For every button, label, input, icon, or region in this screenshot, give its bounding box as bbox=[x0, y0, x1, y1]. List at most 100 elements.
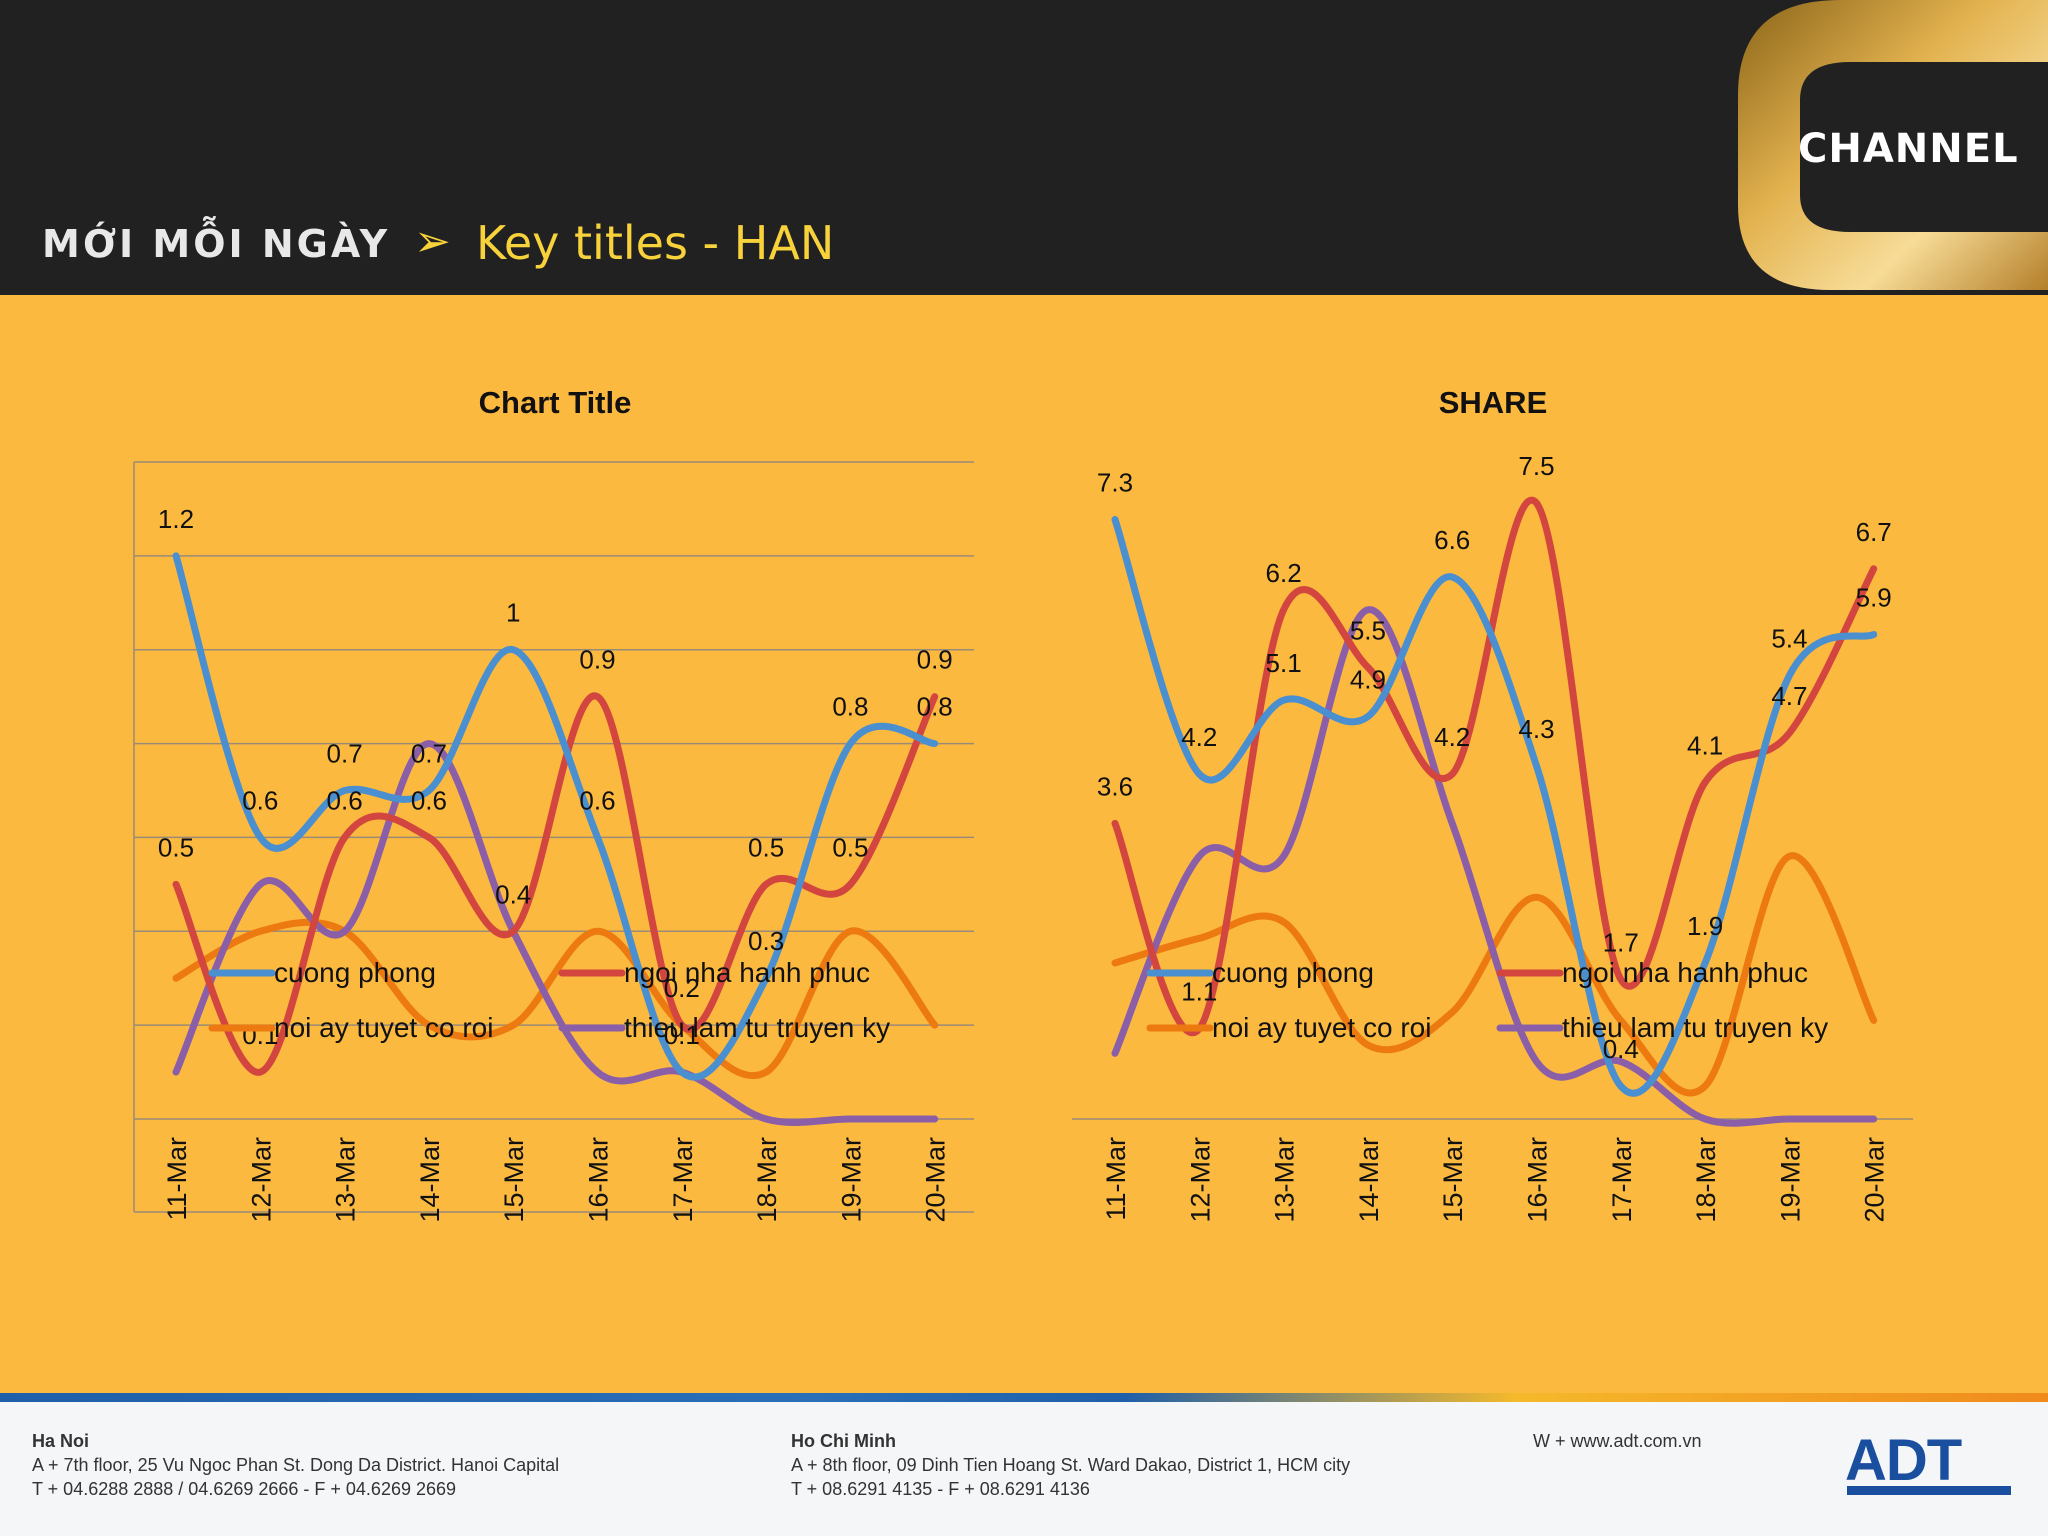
header-bar bbox=[0, 0, 2048, 295]
data-label: 0.5 bbox=[832, 832, 868, 862]
x-tick-label: 11-Mar bbox=[162, 1137, 192, 1221]
adt-logo-bar bbox=[1847, 1486, 2011, 1495]
chart-title: Chart Title bbox=[479, 385, 632, 420]
data-label: 1.9 bbox=[1687, 911, 1723, 941]
data-label: 0.8 bbox=[917, 692, 953, 722]
x-tick-label: 18-Mar bbox=[752, 1137, 782, 1223]
data-label: 5.9 bbox=[1856, 582, 1892, 612]
x-tick-label: 17-Mar bbox=[1607, 1137, 1637, 1223]
x-tick-label: 16-Mar bbox=[1523, 1137, 1553, 1223]
data-label: 5.4 bbox=[1771, 624, 1807, 654]
channel-logo: CHANNEL bbox=[1738, 0, 2048, 290]
x-tick-label: 19-Mar bbox=[1775, 1137, 1805, 1223]
series-line-cuong-phong bbox=[1111, 515, 1878, 1097]
page-title: Key titles - HAN bbox=[476, 216, 835, 270]
x-tick-label: 14-Mar bbox=[415, 1137, 445, 1223]
data-label: 1 bbox=[506, 598, 520, 628]
arrow-bullet-icon: ➢ bbox=[414, 216, 451, 267]
data-label: 6.6 bbox=[1434, 525, 1470, 555]
data-label: 7.3 bbox=[1097, 467, 1133, 497]
data-label: 0.7 bbox=[327, 739, 363, 769]
series-line-cuong-phong bbox=[172, 552, 939, 1081]
x-tick-label: 20-Mar bbox=[921, 1137, 951, 1223]
data-label: 0.6 bbox=[327, 785, 363, 815]
data-label: 1.7 bbox=[1603, 927, 1639, 957]
series-line-thieu-lam-tu-truyen-ky bbox=[172, 740, 939, 1126]
footer-hanoi-address: A + 7th floor, 25 Vu Ngoc Phan St. Dong … bbox=[32, 1455, 560, 1475]
data-label: 5.1 bbox=[1266, 648, 1302, 678]
footer-hanoi-phone: T + 04.6288 2888 / 04.6269 2666 - F + 04… bbox=[32, 1479, 457, 1499]
x-tick-label: 12-Mar bbox=[246, 1137, 276, 1223]
data-label: 7.5 bbox=[1518, 451, 1554, 481]
footer-hcm-address: A + 8th floor, 09 Dinh Tien Hoang St. Wa… bbox=[791, 1455, 1351, 1475]
footer-hanoi: Ha Noi A + 7th floor, 25 Vu Ngoc Phan St… bbox=[32, 1429, 559, 1501]
channel-c-shape bbox=[1738, 0, 2048, 290]
data-label: 4.9 bbox=[1350, 665, 1386, 695]
series-line-thieu-lam-tu-truyen-ky bbox=[1111, 606, 1878, 1127]
channel-logo-text: CHANNEL bbox=[1798, 126, 2019, 172]
charts-area: Chart Title 11-Mar 12-Mar 13-Mar 14-Mar 15-Ma… bbox=[133, 385, 1913, 1223]
footer-stripe bbox=[0, 1393, 2048, 1402]
footer bbox=[0, 1393, 2048, 1536]
x-tick-label: 11-Mar bbox=[1101, 1137, 1131, 1221]
x-tick-label: 20-Mar bbox=[1860, 1137, 1890, 1223]
x-tick-label: 17-Mar bbox=[668, 1137, 698, 1223]
data-label: 0.8 bbox=[832, 692, 868, 722]
footer-website-link[interactable]: W + www.adt.com.vn bbox=[1533, 1431, 1702, 1451]
data-label: 3.6 bbox=[1097, 771, 1133, 801]
legend-label: noi ay tuyet co roi bbox=[1212, 1012, 1431, 1043]
x-tick-label: 14-Mar bbox=[1354, 1137, 1384, 1223]
adt-logo: ADT bbox=[1845, 1428, 2011, 1495]
legend-label: thieu lam tu truyen ky bbox=[624, 1012, 890, 1043]
data-label: 6.2 bbox=[1266, 558, 1302, 588]
data-label: 1.2 bbox=[158, 504, 194, 534]
series-line-ngoi-nha-hanh-phuc bbox=[172, 692, 939, 1076]
data-label: 6.7 bbox=[1856, 517, 1892, 547]
data-label: 0.3 bbox=[748, 926, 784, 956]
data-label: 0.5 bbox=[748, 832, 784, 862]
data-label: 5.5 bbox=[1350, 615, 1386, 645]
data-label: 4.2 bbox=[1434, 722, 1470, 752]
x-tick-label: 13-Mar bbox=[1270, 1137, 1300, 1223]
x-tick-label: 19-Mar bbox=[836, 1137, 866, 1223]
data-label: 4.7 bbox=[1771, 681, 1807, 711]
data-label: 0.2 bbox=[664, 973, 700, 1003]
data-label: 0.9 bbox=[917, 645, 953, 675]
x-tick-label: 15-Mar bbox=[1438, 1137, 1468, 1223]
data-label: 0.4 bbox=[1603, 1034, 1639, 1064]
footer-hcm-city: Ho Chi Minh bbox=[791, 1431, 896, 1451]
data-label: 0.6 bbox=[411, 785, 447, 815]
chart-1: Chart Title 11-Mar 12-Mar 13-Mar 14-Mar 15-Ma… bbox=[133, 385, 974, 1223]
data-label: 0.1 bbox=[664, 1020, 700, 1050]
data-label: 0.9 bbox=[579, 645, 615, 675]
x-tick-label: 12-Mar bbox=[1185, 1137, 1215, 1223]
data-label: 4.2 bbox=[1181, 722, 1217, 752]
data-label: 0.6 bbox=[242, 785, 278, 815]
adt-logo-text: ADT bbox=[1845, 1428, 1962, 1493]
x-tick-label: 13-Mar bbox=[331, 1137, 361, 1223]
brand-logo-text: MỚI MỖI NGÀY bbox=[42, 222, 391, 266]
chart-2: SHARE 11-Mar 12-Mar 13-Mar 14-Mar 15-Mar 16-Ma… bbox=[1072, 385, 1913, 1223]
data-label: 4.1 bbox=[1687, 730, 1723, 760]
legend-label: thieu lam tu truyen ky bbox=[1562, 1012, 1828, 1043]
data-label: 4.3 bbox=[1518, 714, 1554, 744]
data-label: 0.6 bbox=[579, 785, 615, 815]
series-line-noi-ay-tuyet-co-roi bbox=[172, 918, 939, 1080]
x-tick-label: 16-Mar bbox=[584, 1137, 614, 1223]
legend-label: cuong phong bbox=[1212, 957, 1374, 988]
footer-hcm-phone: T + 08.6291 4135 - F + 08.6291 4136 bbox=[791, 1479, 1090, 1499]
data-label: 0.5 bbox=[158, 832, 194, 862]
series-line-ngoi-nha-hanh-phuc bbox=[1111, 496, 1878, 1036]
footer-hanoi-city: Ha Noi bbox=[32, 1431, 90, 1451]
legend-label: ngoi nha hanh phuc bbox=[624, 957, 870, 988]
data-label: 0.7 bbox=[411, 739, 447, 769]
x-tick-label: 18-Mar bbox=[1691, 1137, 1721, 1223]
data-label: 0.4 bbox=[495, 879, 531, 909]
footer-hcm: Ho Chi Minh A + 8th floor, 09 Dinh Tien … bbox=[791, 1429, 1350, 1501]
x-tick-label: 15-Mar bbox=[499, 1137, 529, 1223]
data-label: 1.1 bbox=[1181, 977, 1217, 1007]
chart-title: SHARE bbox=[1439, 385, 1548, 420]
legend-label: noi ay tuyet co roi bbox=[274, 1012, 493, 1043]
legend-label: cuong phong bbox=[274, 957, 436, 988]
series-line-noi-ay-tuyet-co-roi bbox=[1111, 852, 1878, 1097]
